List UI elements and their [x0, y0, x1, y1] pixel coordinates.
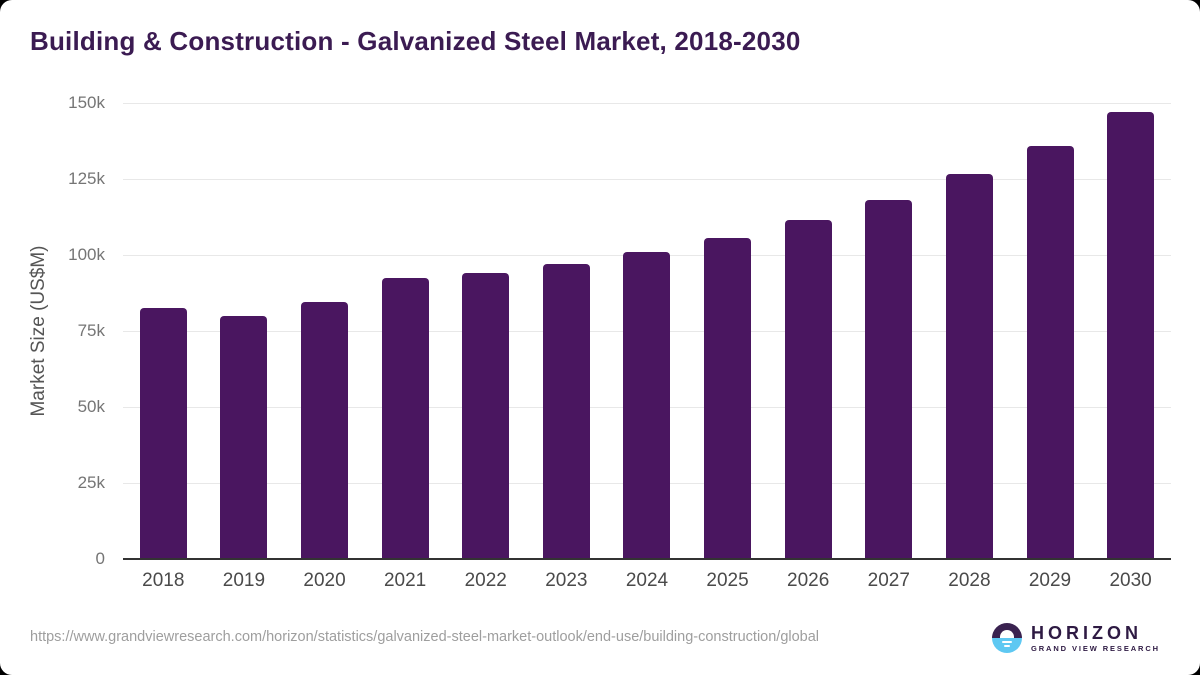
ytick-label-150k: 150k: [68, 93, 105, 112]
xtick-label-2024: 2024: [625, 570, 669, 591]
bar-slot-2028: [929, 103, 1010, 559]
bar-slot-2019: [204, 103, 285, 559]
bar-slot-2025: [687, 103, 768, 559]
bar-2022[interactable]: [462, 273, 510, 559]
ytick-label-50k: 50k: [77, 396, 105, 416]
bar-slot-2023: [526, 103, 607, 559]
chart-title: Building & Construction - Galvanized Ste…: [30, 26, 801, 56]
bar-slot-2022: [445, 103, 526, 559]
ytick-label-75k: 75k: [77, 321, 105, 340]
xtick-label-2028: 2028: [948, 570, 991, 591]
xtick-label-2022: 2022: [464, 570, 507, 591]
ytick-label-0: 0: [95, 549, 105, 568]
ytick-label-25k: 25k: [77, 473, 105, 492]
xtick-label-2029: 2029: [1028, 570, 1072, 591]
bar-slot-2024: [607, 103, 688, 559]
bar-slot-2020: [284, 103, 365, 559]
sun-reflection-line: [1003, 645, 1010, 647]
bar-slot-2026: [768, 103, 849, 559]
bar-2028[interactable]: [945, 174, 993, 559]
ytick-label-125k: 125k: [68, 168, 105, 188]
logo-name: HORIZON: [1030, 622, 1142, 643]
bar-2027[interactable]: [865, 200, 913, 559]
bar-2021[interactable]: [381, 277, 429, 559]
bar-slot-2018: [123, 103, 204, 559]
bar-2030[interactable]: [1107, 112, 1155, 559]
xtick-label-2027: 2027: [867, 570, 910, 591]
bar-slot-2027: [848, 103, 929, 559]
sun-dome-shape: [999, 630, 1014, 638]
gridline-125k: [123, 178, 1171, 180]
bar-2026[interactable]: [784, 220, 832, 559]
bar-slot-2029: [1010, 103, 1091, 559]
bar-slot-2030: [1090, 103, 1171, 559]
logo-subtitle: GRAND VIEW RESEARCH: [1030, 643, 1160, 653]
x-axis-line: [123, 558, 1171, 560]
bar-2020[interactable]: [301, 302, 349, 559]
bar-2023[interactable]: [542, 264, 590, 559]
logo-text: HORIZON GRAND VIEW RESEARCH: [1031, 624, 1160, 653]
xtick-label-2025: 2025: [706, 570, 749, 591]
bar-slot-2021: [365, 103, 446, 559]
xtick-label-2023: 2023: [545, 570, 588, 591]
horizon-logo: HORIZON GRAND VIEW RESEARCH: [991, 623, 1160, 653]
bar-series: [123, 103, 1171, 559]
bar-2019[interactable]: [220, 315, 268, 559]
xtick-label-2019: 2019: [222, 570, 266, 591]
plot-area: 0 25k 50k 75k 100k 125k 150k Market Size (US$M…: [28, 93, 1171, 591]
bar-2024[interactable]: [623, 251, 671, 559]
y-axis-title: Market Size (US$M): [28, 245, 49, 417]
xtick-label-2020: 2020: [303, 570, 346, 591]
gridline-150k: [123, 103, 1171, 104]
horizon-sunrise-icon: [991, 623, 1022, 653]
bar-2025[interactable]: [704, 238, 752, 559]
xtick-labels: 2018 2019 2020 2021 2022 2023 2024 2025 2026 2027…: [123, 570, 1171, 592]
bar-2018[interactable]: [139, 308, 187, 559]
xtick-label-2018: 2018: [142, 570, 185, 591]
xtick-label-2021: 2021: [383, 570, 427, 591]
bar-2029[interactable]: [1026, 145, 1074, 559]
xtick-label-2026: 2026: [787, 570, 830, 591]
sun-reflection-line: [1001, 641, 1012, 643]
ytick-label-100k: 100k: [68, 244, 105, 264]
xtick-label-2030: 2030: [1109, 570, 1152, 591]
source-url: https://www.grandviewresearch.com/horizo…: [30, 629, 820, 645]
